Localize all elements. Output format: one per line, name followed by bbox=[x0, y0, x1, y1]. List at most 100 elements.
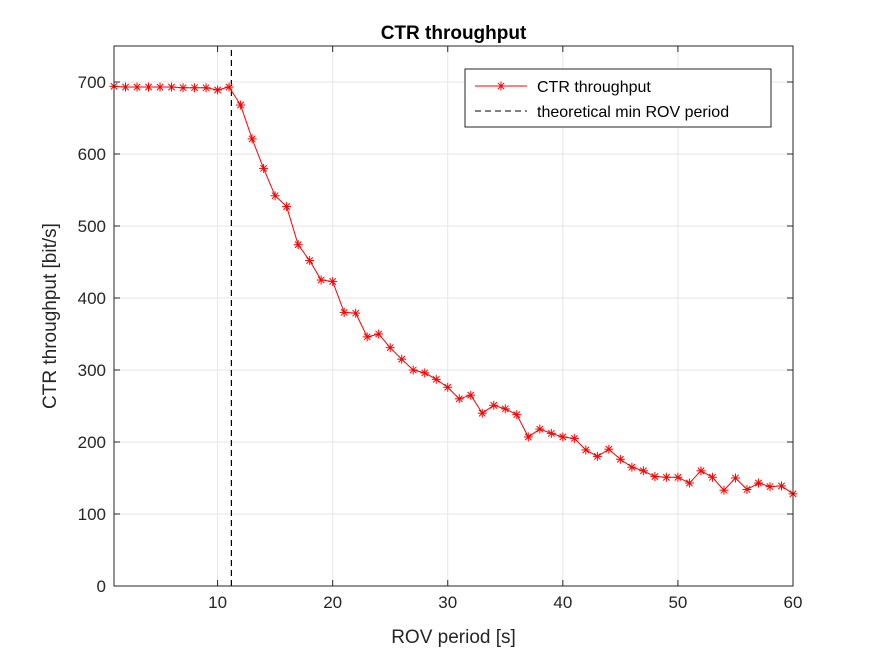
marker-stroke bbox=[133, 83, 141, 91]
data-point bbox=[316, 275, 326, 285]
data-point bbox=[247, 134, 257, 144]
marker-stroke bbox=[156, 83, 164, 91]
marker-stroke bbox=[144, 83, 153, 91]
data-point bbox=[328, 276, 338, 286]
chart-title: CTR throughput bbox=[381, 23, 527, 44]
data-point bbox=[374, 329, 384, 339]
data-point bbox=[305, 256, 315, 266]
legend-marker-ctr-throughput bbox=[496, 81, 506, 91]
marker-stroke bbox=[283, 203, 291, 211]
marker-stroke bbox=[708, 473, 716, 481]
marker-stroke bbox=[628, 463, 636, 471]
data-point bbox=[592, 451, 602, 461]
data-point bbox=[512, 410, 522, 420]
data-point bbox=[466, 390, 476, 400]
data-point bbox=[535, 424, 545, 434]
data-point bbox=[431, 374, 441, 384]
data-point bbox=[362, 332, 372, 342]
data-point bbox=[730, 473, 740, 483]
marker-stroke bbox=[605, 445, 613, 453]
marker-stroke bbox=[386, 344, 394, 352]
x-tick-label: 20 bbox=[323, 593, 342, 612]
marker-stroke bbox=[398, 355, 406, 363]
data-point bbox=[776, 481, 786, 491]
data-point bbox=[615, 454, 625, 464]
legend-asterisk bbox=[496, 81, 506, 91]
x-tick-label: 10 bbox=[208, 593, 227, 612]
data-point bbox=[454, 394, 464, 404]
marker-stroke bbox=[639, 467, 647, 475]
y-axis-label: CTR throughput [bit/s] bbox=[40, 223, 61, 409]
data-point bbox=[167, 82, 177, 92]
marker-stroke bbox=[616, 455, 624, 463]
marker-stroke bbox=[329, 277, 337, 285]
data-point bbox=[523, 432, 533, 442]
plot-area bbox=[114, 46, 793, 586]
data-point bbox=[558, 432, 568, 442]
data-point bbox=[673, 472, 683, 482]
data-point bbox=[132, 82, 142, 92]
marker-stroke bbox=[674, 473, 682, 481]
marker-stroke bbox=[497, 82, 505, 90]
y-tick-label: 200 bbox=[78, 433, 106, 452]
marker-stroke bbox=[340, 308, 348, 316]
marker-stroke bbox=[536, 425, 544, 433]
data-point bbox=[351, 308, 361, 318]
marker-stroke bbox=[501, 405, 509, 413]
marker-stroke bbox=[421, 369, 429, 377]
marker-stroke bbox=[363, 333, 371, 341]
marker-stroke bbox=[271, 192, 279, 200]
data-point bbox=[420, 368, 430, 378]
data-point bbox=[500, 404, 510, 414]
data-point bbox=[339, 307, 349, 317]
data-point bbox=[569, 433, 579, 443]
y-tick-label: 700 bbox=[78, 73, 106, 92]
x-tick-label: 30 bbox=[438, 593, 457, 612]
marker-stroke bbox=[731, 474, 739, 482]
x-tick-label: 50 bbox=[668, 593, 687, 612]
data-point bbox=[259, 163, 269, 173]
data-point bbox=[684, 478, 694, 488]
data-point bbox=[742, 485, 752, 495]
data-point bbox=[385, 343, 395, 353]
data-point bbox=[282, 202, 292, 212]
y-tick-label: 600 bbox=[78, 145, 106, 164]
marker-stroke bbox=[685, 479, 693, 487]
marker-stroke bbox=[478, 409, 486, 417]
marker-stroke bbox=[260, 164, 268, 172]
marker-stroke bbox=[754, 479, 763, 487]
marker-stroke bbox=[455, 395, 463, 403]
data-point bbox=[155, 82, 165, 92]
data-point bbox=[224, 82, 234, 92]
plot-frame bbox=[113, 45, 794, 587]
data-point bbox=[121, 82, 131, 92]
marker-stroke bbox=[490, 401, 498, 409]
data-point bbox=[661, 472, 671, 482]
data-point bbox=[190, 83, 200, 93]
data-point bbox=[201, 83, 211, 93]
legend: CTR throughput theoretical min ROV perio… bbox=[464, 68, 772, 128]
marker-stroke bbox=[743, 485, 751, 494]
marker-stroke bbox=[121, 83, 130, 91]
marker-stroke bbox=[432, 375, 440, 383]
marker-stroke bbox=[720, 486, 728, 494]
marker-stroke bbox=[547, 429, 555, 437]
data-point bbox=[546, 428, 556, 438]
marker-stroke bbox=[662, 473, 670, 481]
marker-stroke bbox=[409, 366, 417, 374]
data-point bbox=[293, 240, 303, 250]
data-point bbox=[627, 462, 637, 472]
data-point bbox=[489, 400, 499, 410]
data-point bbox=[270, 191, 280, 201]
y-tick-label: 100 bbox=[78, 505, 106, 524]
marker-stroke bbox=[524, 433, 532, 441]
marker-stroke bbox=[593, 452, 601, 460]
data-point bbox=[696, 466, 706, 476]
marker-stroke bbox=[214, 86, 222, 94]
marker-stroke bbox=[306, 257, 314, 265]
marker-stroke bbox=[766, 483, 774, 491]
y-tick-label: 0 bbox=[97, 577, 106, 596]
data-point bbox=[443, 382, 453, 392]
